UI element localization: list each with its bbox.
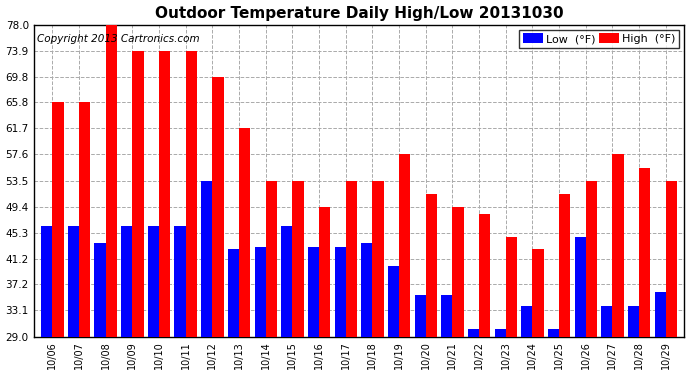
Bar xyxy=(346,180,357,337)
Bar xyxy=(373,180,384,337)
Bar xyxy=(613,154,624,337)
Bar xyxy=(441,294,453,337)
Bar xyxy=(79,102,90,337)
Bar xyxy=(266,180,277,337)
Bar xyxy=(68,226,79,337)
Bar xyxy=(121,226,132,337)
Bar xyxy=(415,294,426,337)
Bar xyxy=(548,329,559,337)
Bar xyxy=(586,180,597,337)
Bar xyxy=(319,207,331,337)
Bar xyxy=(186,51,197,337)
Bar xyxy=(666,180,677,337)
Bar xyxy=(201,180,213,337)
Bar xyxy=(533,249,544,337)
Bar xyxy=(559,194,571,337)
Bar xyxy=(308,248,319,337)
Bar xyxy=(453,207,464,337)
Bar xyxy=(506,237,517,337)
Title: Outdoor Temperature Daily High/Low 20131030: Outdoor Temperature Daily High/Low 20131… xyxy=(155,6,563,21)
Bar xyxy=(95,243,106,337)
Bar xyxy=(426,194,437,337)
Bar xyxy=(575,237,586,337)
Bar xyxy=(255,248,266,337)
Bar xyxy=(282,226,293,337)
Bar xyxy=(628,306,639,337)
Bar xyxy=(639,168,650,337)
Bar xyxy=(495,329,506,337)
Bar xyxy=(335,248,346,337)
Bar xyxy=(52,102,63,337)
Bar xyxy=(655,292,666,337)
Bar xyxy=(388,266,399,337)
Legend: Low  (°F), High  (°F): Low (°F), High (°F) xyxy=(520,30,679,48)
Bar xyxy=(479,214,491,337)
Bar xyxy=(399,154,411,337)
Bar xyxy=(213,77,224,337)
Bar xyxy=(175,226,186,337)
Bar xyxy=(361,243,373,337)
Bar xyxy=(132,51,144,337)
Bar xyxy=(228,249,239,337)
Bar xyxy=(239,128,250,337)
Bar xyxy=(41,226,52,337)
Bar xyxy=(468,329,479,337)
Bar xyxy=(293,180,304,337)
Bar xyxy=(159,51,170,337)
Text: Copyright 2013 Cartronics.com: Copyright 2013 Cartronics.com xyxy=(37,34,199,44)
Bar xyxy=(148,226,159,337)
Bar xyxy=(521,306,533,337)
Bar xyxy=(601,306,613,337)
Bar xyxy=(106,24,117,337)
